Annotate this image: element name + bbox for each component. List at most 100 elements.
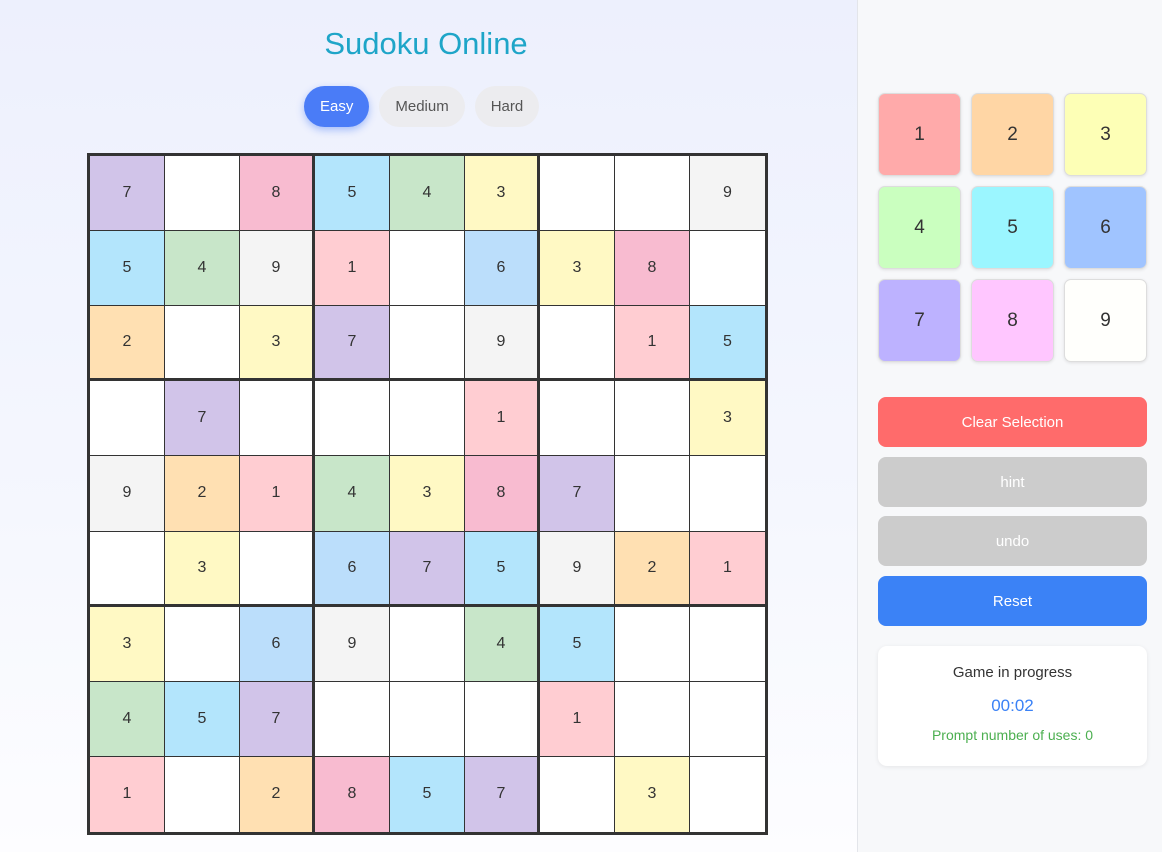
grid-cell[interactable]: 5 bbox=[390, 756, 465, 832]
grid-cell[interactable]: 1 bbox=[315, 231, 390, 307]
grid-cell[interactable] bbox=[615, 156, 690, 232]
grid-cell[interactable]: 7 bbox=[315, 306, 390, 382]
grid-cell[interactable] bbox=[165, 156, 240, 232]
grid-cell[interactable]: 2 bbox=[240, 756, 315, 832]
reset-button[interactable]: Reset bbox=[878, 576, 1147, 626]
grid-cell[interactable]: 9 bbox=[690, 156, 765, 232]
grid-cell[interactable] bbox=[615, 381, 690, 457]
grid-cell[interactable] bbox=[690, 757, 765, 832]
grid-cell[interactable] bbox=[390, 606, 465, 682]
grid-cell[interactable] bbox=[240, 531, 315, 607]
grid-cell[interactable]: 3 bbox=[90, 606, 165, 682]
grid-cell[interactable]: 8 bbox=[315, 756, 390, 832]
grid-cell[interactable]: 6 bbox=[315, 531, 390, 607]
grid-cell[interactable]: 7 bbox=[540, 456, 615, 532]
clear-selection-button[interactable]: Clear Selection bbox=[878, 397, 1147, 447]
grid-cell[interactable]: 8 bbox=[240, 156, 315, 232]
grid-cell[interactable] bbox=[165, 756, 240, 832]
grid-cell[interactable] bbox=[465, 681, 540, 757]
grid-cell[interactable]: 6 bbox=[240, 606, 315, 682]
grid-cell[interactable] bbox=[615, 606, 690, 682]
grid-cell[interactable]: 4 bbox=[390, 156, 465, 232]
number-key-8[interactable]: 8 bbox=[971, 279, 1054, 362]
undo-button[interactable]: undo bbox=[878, 516, 1147, 566]
difficulty-medium-button[interactable]: Medium bbox=[379, 86, 465, 127]
number-key-4[interactable]: 4 bbox=[878, 186, 961, 269]
grid-cell[interactable]: 5 bbox=[465, 531, 540, 607]
difficulty-easy-button[interactable]: Easy bbox=[304, 86, 370, 127]
number-key-3[interactable]: 3 bbox=[1064, 93, 1147, 176]
grid-cell[interactable]: 1 bbox=[90, 756, 165, 832]
grid-cell[interactable]: 9 bbox=[240, 231, 315, 307]
grid-cell[interactable] bbox=[540, 756, 615, 832]
number-key-9[interactable]: 9 bbox=[1064, 279, 1147, 362]
grid-cell[interactable] bbox=[90, 531, 165, 607]
grid-cell[interactable]: 7 bbox=[390, 531, 465, 607]
grid-cell[interactable]: 1 bbox=[615, 306, 690, 382]
grid-cell[interactable]: 3 bbox=[240, 306, 315, 382]
grid-cell[interactable] bbox=[615, 681, 690, 757]
number-key-1[interactable]: 1 bbox=[878, 93, 961, 176]
grid-cell[interactable]: 3 bbox=[540, 231, 615, 307]
grid-cell[interactable]: 9 bbox=[90, 456, 165, 532]
number-key-6[interactable]: 6 bbox=[1064, 186, 1147, 269]
number-key-7[interactable]: 7 bbox=[878, 279, 961, 362]
grid-cell[interactable]: 3 bbox=[390, 456, 465, 532]
grid-cell[interactable]: 7 bbox=[465, 756, 540, 832]
grid-cell[interactable] bbox=[165, 306, 240, 382]
grid-cell[interactable]: 5 bbox=[315, 156, 390, 232]
grid-cell[interactable] bbox=[690, 607, 765, 682]
grid-cell[interactable]: 1 bbox=[540, 681, 615, 757]
grid-cell[interactable]: 3 bbox=[690, 381, 765, 457]
grid-cell[interactable]: 7 bbox=[165, 381, 240, 457]
grid-cell[interactable]: 4 bbox=[90, 681, 165, 757]
number-key-2[interactable]: 2 bbox=[971, 93, 1054, 176]
grid-cell[interactable]: 4 bbox=[315, 456, 390, 532]
grid-cell[interactable]: 9 bbox=[315, 606, 390, 682]
grid-cell[interactable]: 7 bbox=[240, 681, 315, 757]
grid-cell[interactable]: 4 bbox=[465, 606, 540, 682]
grid-cell[interactable] bbox=[390, 231, 465, 307]
grid-cell[interactable] bbox=[540, 381, 615, 457]
grid-cell[interactable]: 8 bbox=[465, 456, 540, 532]
prompt-uses-text: Prompt number of uses: 0 bbox=[931, 727, 1094, 743]
grid-cell[interactable]: 8 bbox=[615, 231, 690, 307]
grid-cell[interactable]: 1 bbox=[690, 531, 765, 607]
grid-cell[interactable] bbox=[240, 381, 315, 457]
hint-button[interactable]: hint bbox=[878, 457, 1147, 507]
grid-cell[interactable]: 2 bbox=[90, 306, 165, 382]
grid-cell[interactable] bbox=[390, 381, 465, 457]
grid-cell[interactable] bbox=[90, 381, 165, 457]
grid-cell[interactable]: 9 bbox=[540, 531, 615, 607]
grid-cell[interactable] bbox=[690, 456, 765, 532]
grid-cell[interactable]: 3 bbox=[165, 531, 240, 607]
grid-cell[interactable]: 3 bbox=[615, 756, 690, 832]
grid-cell[interactable]: 9 bbox=[465, 306, 540, 382]
grid-cell[interactable]: 5 bbox=[90, 231, 165, 307]
grid-cell[interactable]: 3 bbox=[465, 156, 540, 232]
grid-cell[interactable]: 6 bbox=[465, 231, 540, 307]
grid-cell[interactable]: 5 bbox=[540, 606, 615, 682]
difficulty-hard-button[interactable]: Hard bbox=[474, 86, 540, 127]
grid-cell[interactable]: 4 bbox=[165, 231, 240, 307]
grid-cell[interactable]: 2 bbox=[165, 456, 240, 532]
grid-cell[interactable] bbox=[540, 156, 615, 232]
grid-cell[interactable]: 5 bbox=[690, 306, 765, 382]
grid-cell[interactable]: 7 bbox=[90, 156, 165, 232]
grid-cell[interactable] bbox=[615, 456, 690, 532]
grid-cell[interactable] bbox=[390, 681, 465, 757]
grid-cell[interactable]: 1 bbox=[465, 381, 540, 457]
grid-cell[interactable]: 1 bbox=[240, 456, 315, 532]
timer: 00:02 bbox=[991, 696, 1034, 715]
number-key-5[interactable]: 5 bbox=[971, 186, 1054, 269]
grid-cell[interactable] bbox=[315, 681, 390, 757]
grid-cell[interactable]: 5 bbox=[165, 681, 240, 757]
grid-cell[interactable] bbox=[690, 682, 765, 757]
grid-cell[interactable] bbox=[165, 606, 240, 682]
grid-cell[interactable] bbox=[690, 231, 765, 307]
grid-cell[interactable] bbox=[315, 381, 390, 457]
grid-cell[interactable] bbox=[540, 306, 615, 382]
grid-cell[interactable]: 2 bbox=[615, 531, 690, 607]
grid-cell[interactable] bbox=[390, 306, 465, 382]
